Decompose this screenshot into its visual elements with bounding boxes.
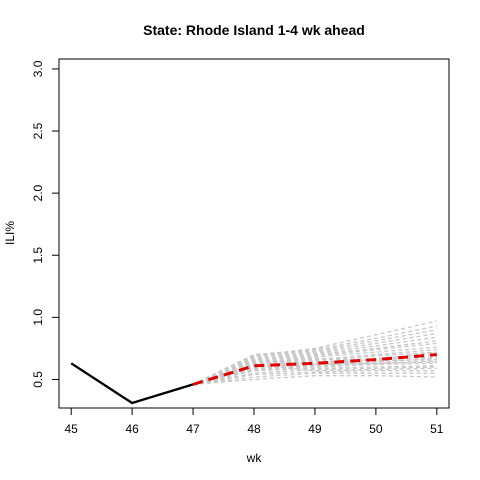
y-tick-label-1.5: 1.5	[31, 247, 45, 264]
chart-title: State: Rhode Island 1-4 wk ahead	[143, 22, 365, 38]
trajectory-line-4	[192, 366, 437, 386]
trajectory-line-1	[193, 375, 437, 386]
y-tick-label-1.0: 1.0	[31, 309, 45, 326]
trajectory-line-8	[192, 357, 437, 386]
trajectory-layer	[192, 320, 437, 386]
y-tick-label-0.5: 0.5	[31, 371, 45, 388]
trajectory-line-2	[193, 372, 437, 386]
trajectory-line-7	[192, 360, 437, 386]
x-tick-label-45: 45	[65, 422, 79, 436]
trajectory-line-9	[192, 356, 437, 386]
observed-line	[70, 362, 194, 405]
x-axis: 45 46 47 48 49 50 51	[65, 407, 444, 436]
x-tick-label-47: 47	[186, 422, 200, 436]
trajectory-line-24	[192, 357, 437, 386]
trajectory-line-11	[192, 351, 437, 386]
y-axis: 0.5 1.0 1.5 2.0 2.5 3.0	[31, 60, 60, 388]
trajectory-line-5	[192, 365, 437, 386]
trajectory-line-6	[192, 362, 437, 386]
trajectory-line-23	[192, 363, 437, 386]
y-tick-label-3.0: 3.0	[31, 60, 45, 77]
x-tick-label-49: 49	[308, 422, 322, 436]
x-tick-label-48: 48	[247, 422, 261, 436]
x-tick-label-50: 50	[369, 422, 383, 436]
trajectory-line-16	[192, 336, 437, 385]
y-tick-label-2.5: 2.5	[31, 122, 45, 139]
x-tick-label-51: 51	[430, 422, 444, 436]
trajectory-line-19	[192, 325, 437, 385]
trajectory-line-21	[192, 358, 437, 386]
trajectory-line-13	[192, 346, 437, 386]
x-axis-label: wk	[246, 451, 263, 465]
y-axis-label: ILI%	[3, 221, 17, 245]
x-tick-label-46: 46	[125, 422, 139, 436]
y-tick-label-2.0: 2.0	[31, 184, 45, 201]
trajectory-line-15	[192, 340, 437, 385]
trajectory-line-22	[192, 351, 437, 386]
trajectory-line-20	[192, 320, 437, 385]
observed-layer	[70, 362, 194, 405]
trajectory-line-3	[192, 370, 437, 386]
